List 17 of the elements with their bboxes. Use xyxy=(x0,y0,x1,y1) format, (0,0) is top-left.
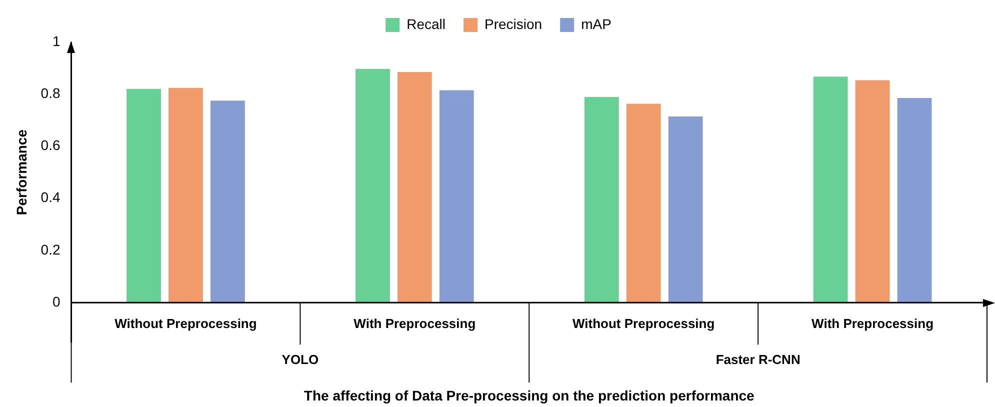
legend-label: mAP xyxy=(581,16,612,32)
y-tick-label: 0.2 xyxy=(40,241,60,258)
x-tick-label: With Preprocessing xyxy=(354,316,476,331)
y-tick-label: 0.6 xyxy=(40,137,60,154)
y-axis-title: Performance xyxy=(13,129,30,216)
y-tick-label: 0.4 xyxy=(40,189,60,206)
x-tick-label: Without Preprocessing xyxy=(572,316,715,331)
y-tick-label: 1 xyxy=(52,32,60,49)
legend-label: Precision xyxy=(484,16,542,32)
x-tick-label: Without Preprocessing xyxy=(114,316,257,331)
text: YOLO xyxy=(282,352,319,368)
legend-label: Recall xyxy=(406,16,446,32)
x-tick-label: With Preprocessing xyxy=(812,316,934,331)
x-axis-title: The affecting of Data Pre-processing on the prediction performance xyxy=(304,387,755,404)
y-tick-label: 0 xyxy=(52,293,60,310)
text: Faster R-CNN xyxy=(716,352,800,368)
y-tick-label: 0.8 xyxy=(40,84,60,101)
